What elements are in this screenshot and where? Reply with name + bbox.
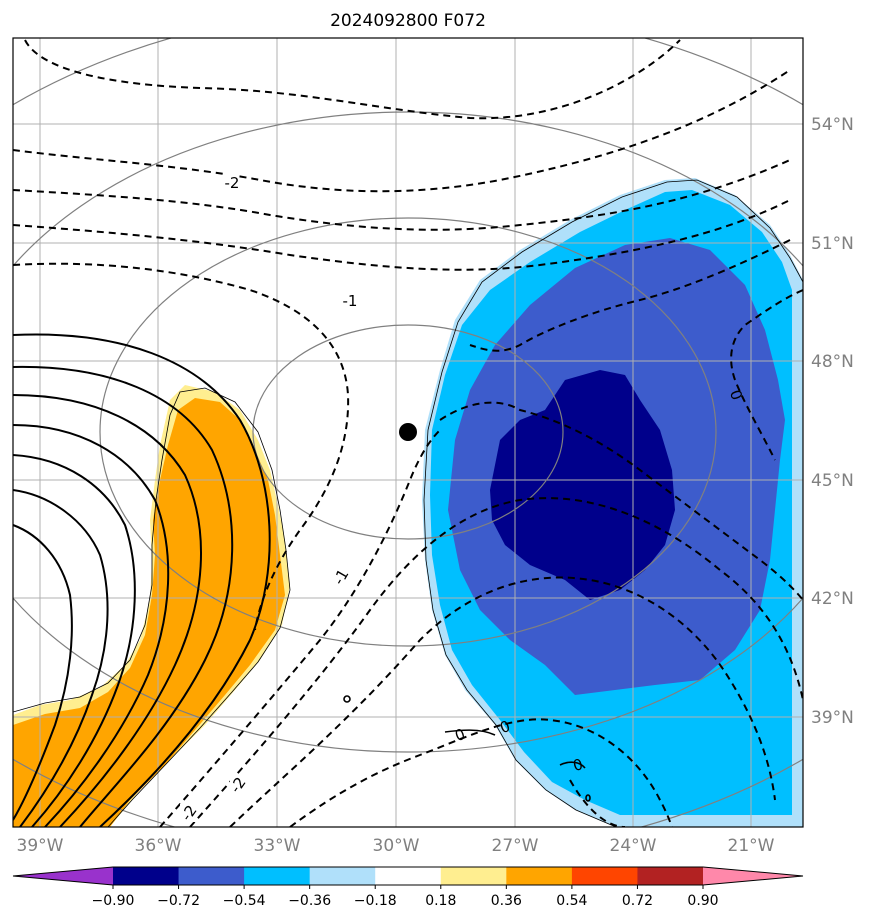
longitude-labels: 39°W 36°W 33°W 30°W 27°W 24°W 21°W <box>17 836 775 856</box>
solid-contours <box>13 333 271 827</box>
map-frame <box>12 37 804 828</box>
lat-label: 51°N <box>811 234 854 254</box>
colorbar-bin <box>571 867 638 885</box>
colorbar-tick-label: 0.90 <box>687 893 718 909</box>
dashed-contours <box>13 39 803 827</box>
colorbar-bin <box>375 867 442 885</box>
lat-label: 45°N <box>811 471 854 491</box>
colorbar-bin <box>309 867 376 885</box>
colorbar: −0.90 −0.72 −0.54 −0.36 −0.18 0.18 0.36 0.54 0.7… <box>12 866 804 909</box>
lon-label: 21°W <box>728 836 775 856</box>
colorbar-tick-label: −0.36 <box>288 893 331 909</box>
lon-label: 36°W <box>135 836 182 856</box>
lon-label: 24°W <box>610 836 657 856</box>
colorbar-bin <box>244 867 311 885</box>
colorbar-extend-max <box>703 867 803 885</box>
lon-label: 30°W <box>373 836 420 856</box>
lon-label: 27°W <box>492 836 539 856</box>
contour-label: -2 <box>225 174 240 192</box>
contour-label: -1 <box>343 292 358 310</box>
colorbar-tick-label: 0.72 <box>622 893 653 909</box>
colorbar-tick-label: −0.18 <box>354 893 397 909</box>
colorbar-tick-label: −0.72 <box>157 893 200 909</box>
colorbar-extend-min <box>13 867 113 885</box>
lat-label: 54°N <box>811 115 854 135</box>
latitude-labels: 54°N 51°N 48°N 45°N 42°N 39°N <box>811 115 854 728</box>
map-panel: -2 -1 -1 -2 -2 0 0 0 0 <box>13 38 803 827</box>
colorbar-tick-label: 0.36 <box>491 893 522 909</box>
contour-label-group: -2 -1 -1 -2 -2 0 0 0 0 <box>177 173 746 824</box>
colorbar-tick-label: 0.18 <box>425 893 456 909</box>
colorbar-tick-label: −0.54 <box>223 893 266 909</box>
figure-title: 2024092800 F072 <box>330 11 486 31</box>
small-contour-loops <box>343 695 591 802</box>
lat-label: 39°N <box>811 708 854 728</box>
lon-label: 39°W <box>17 836 64 856</box>
colorbar-bin <box>178 867 245 885</box>
lat-label: 48°N <box>811 352 854 372</box>
colorbar-bin <box>440 867 507 885</box>
colorbar-bin <box>637 867 704 885</box>
storm-center-marker <box>399 423 417 441</box>
lon-label: 33°W <box>254 836 301 856</box>
colorbar-bin <box>506 867 573 885</box>
colorbar-tick-label: −0.90 <box>92 893 135 909</box>
positive-anomaly-region <box>13 398 285 827</box>
graticule-grid <box>13 38 803 827</box>
range-circles <box>13 38 803 827</box>
lat-label: 42°N <box>811 589 854 609</box>
colorbar-tick-label: 0.54 <box>556 893 587 909</box>
contour-label: 0 <box>571 755 585 775</box>
negative-anomaly-strongest-region <box>490 370 675 600</box>
colorbar-bin <box>113 867 180 885</box>
